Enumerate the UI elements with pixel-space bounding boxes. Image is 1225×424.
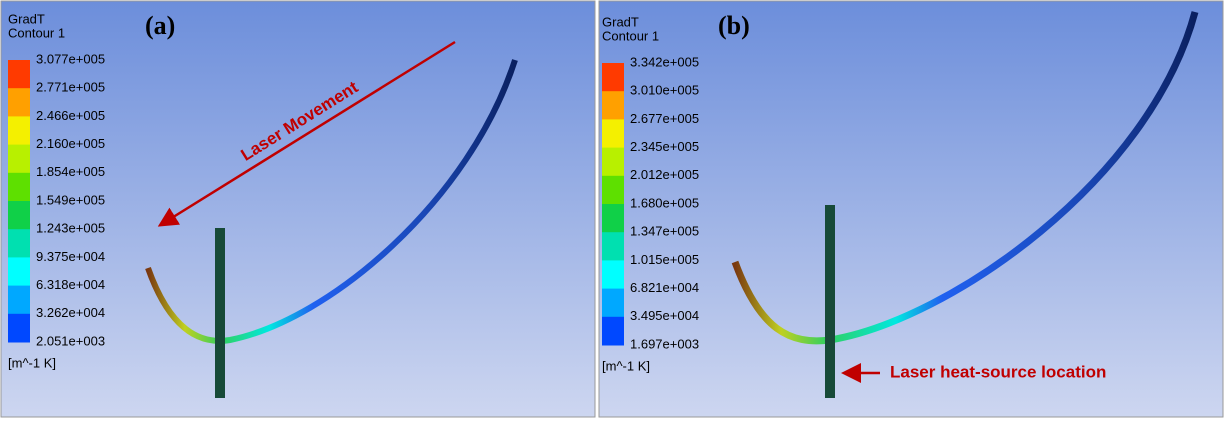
legend-label: 3.010e+005 (630, 83, 699, 98)
legend-label: 2.466e+005 (36, 108, 105, 123)
legend-swatch (602, 91, 624, 120)
legend-swatch (8, 229, 30, 258)
legend-swatch (602, 63, 624, 92)
legend-label: 1.243e+005 (36, 221, 105, 236)
legend-swatch (8, 116, 30, 145)
legend-swatch (8, 145, 30, 174)
legend-label: 1.347e+005 (630, 224, 699, 239)
legend-swatch (8, 314, 30, 343)
legend-swatch (602, 204, 624, 233)
figure: Laser Movement (a) Laser heat-source loc… (0, 0, 1225, 419)
legend-swatch (602, 148, 624, 177)
legend-swatch (8, 201, 30, 230)
legend-label: 3.342e+005 (630, 54, 699, 69)
annotation: Laser heat-source location (890, 362, 1106, 381)
legend-swatch (602, 317, 624, 346)
panel-tag: (b) (718, 11, 750, 40)
legend-unit: [m^-1 K] (8, 355, 56, 370)
legend-label: 2.051e+003 (36, 333, 105, 348)
legend-label: 6.821e+004 (630, 280, 699, 295)
legend-unit: [m^-1 K] (602, 358, 650, 373)
legend-swatch (602, 119, 624, 148)
legend-label: 2.345e+005 (630, 139, 699, 154)
legend-swatch (8, 60, 30, 89)
legend-name: Contour 1 (602, 28, 659, 43)
legend-swatch (8, 257, 30, 286)
legend-swatch (602, 176, 624, 205)
legend-label: 6.318e+004 (36, 277, 105, 292)
legend-variable: GradT (8, 11, 45, 26)
legend-label: 1.697e+003 (630, 336, 699, 351)
laser-plane (825, 205, 835, 398)
legend-swatch (602, 260, 624, 289)
legend-label: 9.375e+004 (36, 249, 105, 264)
legend-label: 2.160e+005 (36, 136, 105, 151)
legend-swatch (8, 173, 30, 202)
legend-label: 1.015e+005 (630, 252, 699, 267)
panel-tag: (a) (145, 11, 175, 40)
legend-variable: GradT (602, 14, 639, 29)
legend-label: 1.854e+005 (36, 164, 105, 179)
legend-label: 3.077e+005 (36, 51, 105, 66)
legend-label: 3.262e+004 (36, 305, 105, 320)
laser-plane (215, 228, 225, 398)
legend-name: Contour 1 (8, 25, 65, 40)
legend-label: 2.677e+005 (630, 111, 699, 126)
legend-label: 1.680e+005 (630, 195, 699, 210)
legend-swatch (8, 88, 30, 117)
legend-label: 2.012e+005 (630, 167, 699, 182)
legend-swatch (602, 289, 624, 318)
legend-label: 3.495e+004 (630, 308, 699, 323)
legend-swatch (602, 232, 624, 261)
legend-swatch (8, 286, 30, 315)
legend-label: 1.549e+005 (36, 192, 105, 207)
legend-label: 2.771e+005 (36, 80, 105, 95)
